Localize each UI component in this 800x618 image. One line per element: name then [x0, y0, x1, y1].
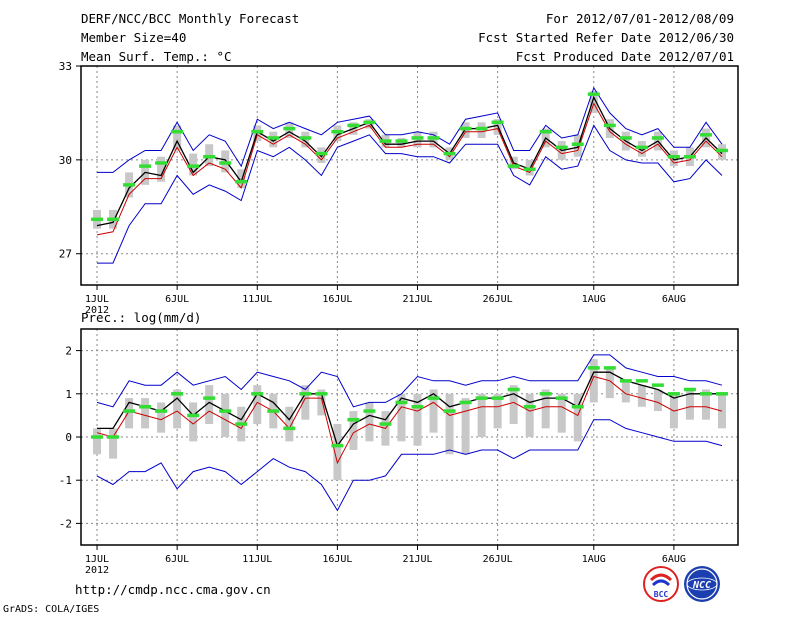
prec-spread-box	[637, 385, 646, 407]
ncc-logo: NCC	[684, 566, 720, 602]
prec-spread-box	[557, 393, 566, 433]
prec-xtick-label: 1AUG	[582, 554, 606, 565]
temp-max-line	[97, 86, 723, 173]
ncc-logo-text: NCC	[692, 580, 711, 591]
prec-spread-box	[285, 406, 294, 442]
temp-spread-box	[237, 169, 246, 189]
temp-xtick-label: 26JUL	[483, 294, 513, 305]
prec-ytick-label: -2	[59, 517, 72, 530]
prec-spread-box	[477, 393, 486, 437]
prec-spread-box	[541, 389, 550, 429]
prec-spread-box	[589, 359, 598, 403]
prec-spread-box	[173, 389, 182, 429]
prec-spread-box	[397, 393, 406, 442]
temp-panel: 1JUL 6JUL 11JUL 16JUL 21JUL 26JUL 1AUG 6AUG 2012…	[59, 60, 739, 316]
prec-spread-box	[605, 367, 614, 399]
prec-spread-box	[573, 393, 582, 442]
temp-xtick-label: 16JUL	[322, 294, 352, 305]
prec-ytick-label: 1	[65, 388, 72, 401]
prec-xtick-label: 6JUL	[165, 554, 189, 565]
prec-frame	[80, 328, 739, 546]
prec-spread-box	[301, 385, 310, 420]
prec-xtick-label: 26JUL	[483, 554, 513, 565]
prec-spread-box	[141, 398, 150, 429]
temp-spread-box	[589, 91, 598, 113]
prec-ytick-label: -1	[59, 474, 72, 487]
produced-date: Fcst Produced Date 2012/07/01	[515, 49, 734, 64]
figure-title: DERF/NCC/BCC Monthly Forecast	[81, 11, 300, 26]
prec-spread-box	[525, 393, 534, 437]
bcc-logo-text: BCC	[654, 590, 669, 599]
prec-x-year-label: 2012	[85, 565, 109, 576]
prec-spread-box	[205, 385, 214, 425]
prec-panel: 1JUL 6JUL 11JUL 16JUL 21JUL 26JUL 1AUG 6AUG2012…	[59, 328, 739, 576]
prec-xtick-label: 11JUL	[242, 554, 272, 565]
prec-spread-box	[157, 402, 166, 433]
temp-ytick-label: 30	[59, 154, 72, 167]
temp-mean-line	[96, 95, 723, 227]
prec-max-line	[96, 354, 723, 408]
temp-xtick-label: 6JUL	[165, 294, 189, 305]
member-size: Member Size=40	[81, 30, 187, 45]
temp-xtick-label: 11JUL	[242, 294, 272, 305]
prec-spread-box	[445, 393, 454, 455]
prec-ytick-label: 2	[65, 345, 72, 358]
start-date: Fcst Started Refer Date 2012/06/30	[478, 30, 734, 45]
prec-spread-box	[333, 424, 342, 481]
temp-frame	[80, 65, 739, 286]
prec-spread-box	[701, 389, 710, 420]
prec-xtick-label: 1JUL	[85, 554, 109, 565]
prec-spread-box	[365, 402, 374, 442]
prec-spread-box	[221, 393, 230, 437]
prec-mean-line	[97, 371, 722, 448]
prec-spread-box	[189, 402, 198, 442]
prec-spread-box	[109, 428, 118, 459]
prec-spread-box	[125, 398, 134, 429]
grads-credit: GrADS: COLA/IGES	[3, 604, 100, 615]
prec-xtick-label: 6AUG	[662, 554, 686, 565]
prec-spread-box	[429, 389, 438, 433]
temp-xtick-label: 1AUG	[582, 294, 606, 305]
variable-label: Mean Surf. Temp.: °C	[81, 49, 232, 64]
prec-spread-box	[621, 380, 630, 403]
prec-spread-box	[493, 393, 502, 429]
prec-median-line	[96, 375, 723, 465]
prec-ytick-label: 0	[65, 431, 72, 444]
prec-spread-box	[349, 411, 358, 450]
prec-spread-box	[653, 389, 662, 412]
prec-spread-box	[93, 428, 102, 455]
bcc-logo: BCC	[643, 566, 679, 602]
prec-xtick-label: 21JUL	[402, 554, 432, 565]
temp-min-line	[97, 124, 723, 264]
prec-spread-box	[509, 385, 518, 425]
temp-x-year-label: 2012	[85, 305, 109, 316]
prec-spread-box	[461, 398, 470, 455]
temp-spread-box	[173, 125, 182, 151]
temp-median-line	[96, 102, 723, 236]
temp-xtick-label: 21JUL	[402, 294, 432, 305]
prec-spread-box	[253, 385, 262, 425]
prec-spread-box	[317, 389, 326, 416]
temp-ytick-label: 27	[59, 248, 72, 261]
prec-xtick-label: 16JUL	[322, 554, 352, 565]
forecast-period: For 2012/07/01-2012/08/09	[545, 11, 734, 26]
source-url[interactable]: http://cmdp.ncc.cma.gov.cn	[75, 582, 271, 597]
temp-spread-box	[157, 156, 166, 182]
precip-panel-title: Prec.: log(mm/d)	[81, 310, 202, 325]
prec-min-line	[96, 419, 723, 512]
prec-spread-box	[685, 389, 694, 420]
temp-xtick-label: 6AUG	[662, 294, 686, 305]
temp-ytick-label: 33	[59, 60, 72, 73]
temp-xtick-label: 1JUL	[85, 294, 109, 305]
prec-spread-box	[413, 393, 422, 446]
